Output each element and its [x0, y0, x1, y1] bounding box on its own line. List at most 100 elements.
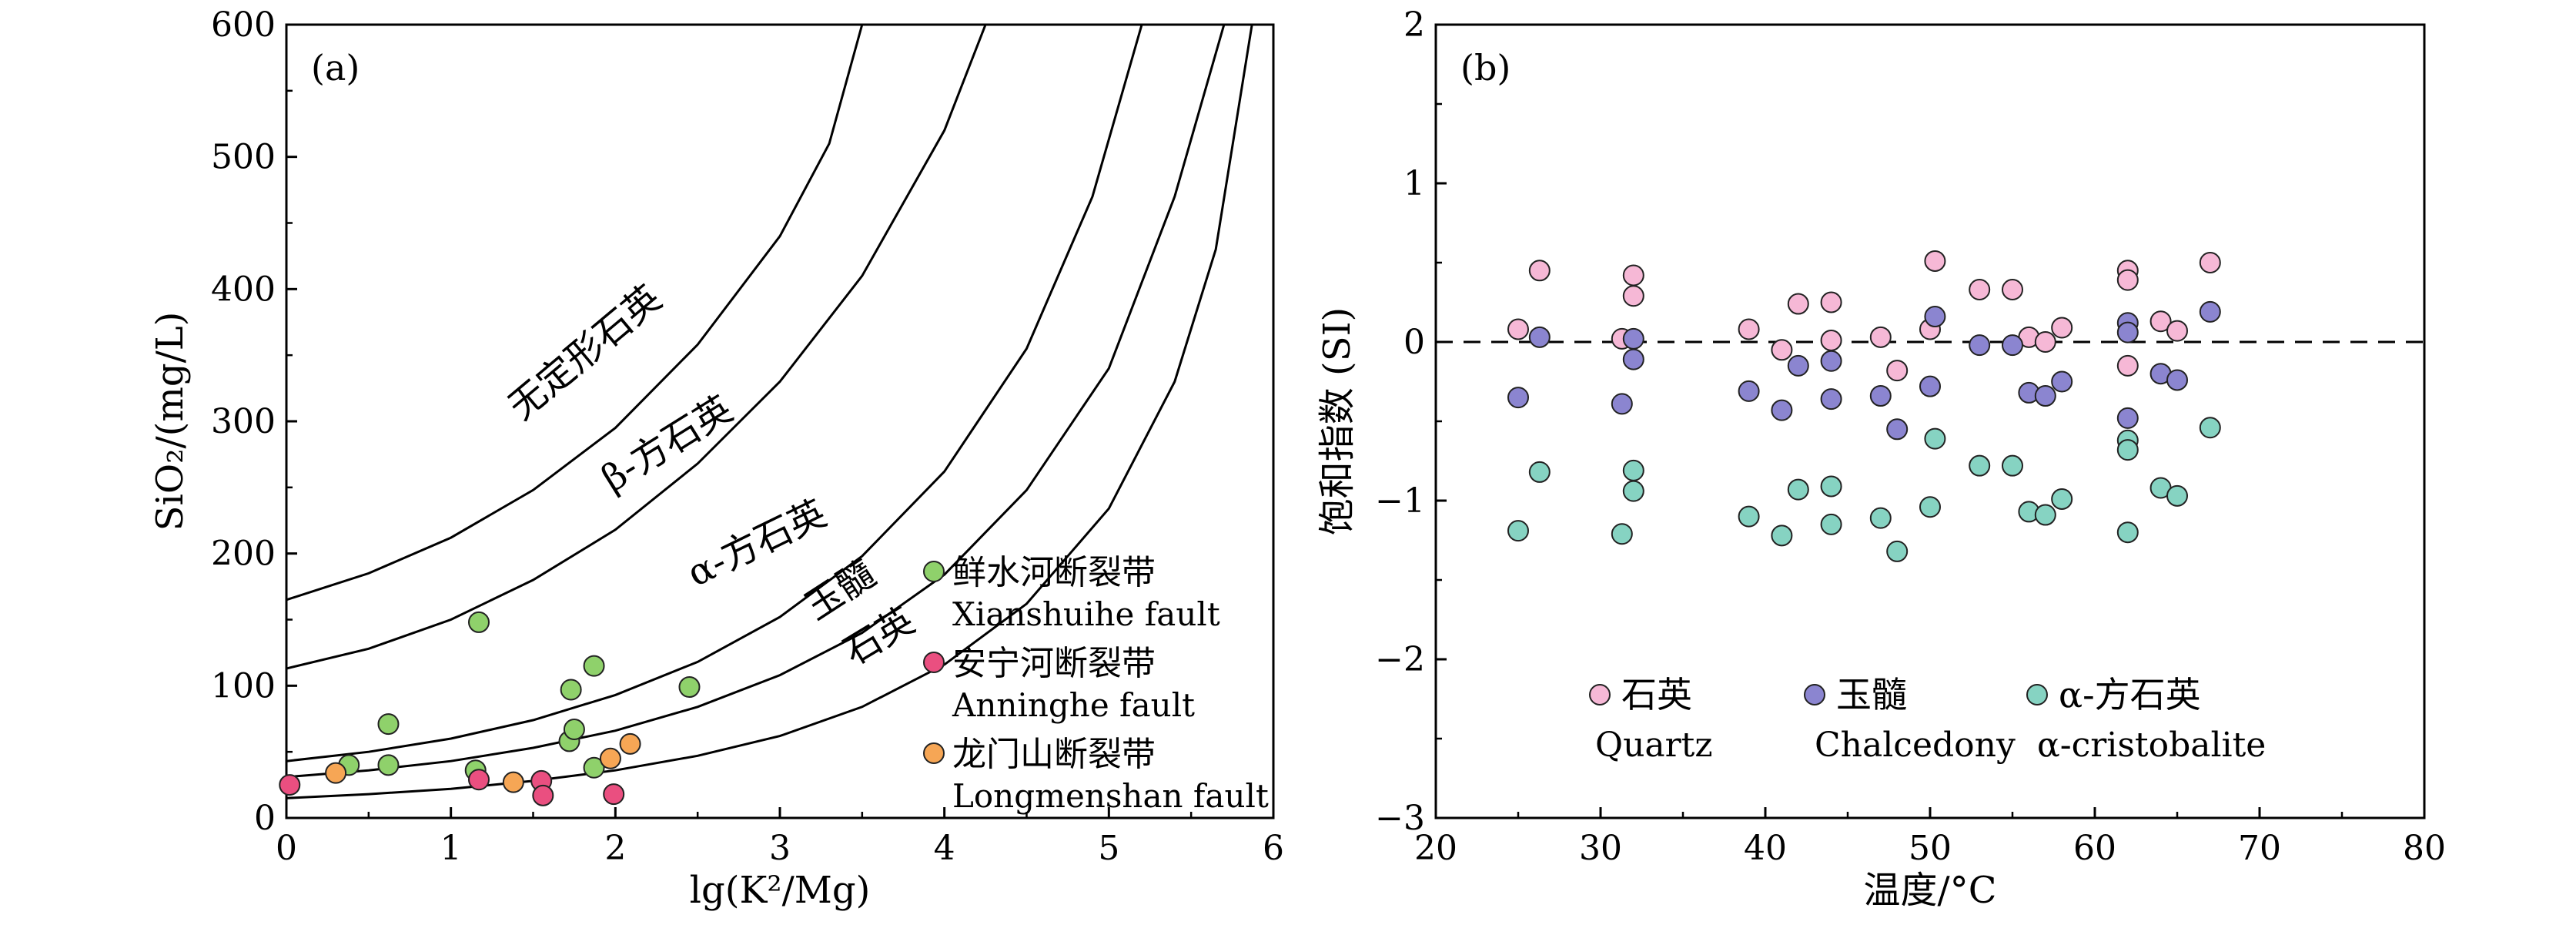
x-tick-label: 0 [276, 829, 297, 868]
data-point [2116, 321, 2139, 344]
data-point [1611, 393, 1633, 415]
data-point [532, 784, 554, 806]
data-point [1622, 327, 1644, 350]
data-point [2116, 354, 2139, 377]
data-point [1919, 496, 1941, 518]
data-point [1869, 326, 1892, 348]
data-point [2002, 279, 2023, 301]
data-point [1622, 285, 1644, 307]
data-point [1507, 387, 1529, 409]
legend-label-en: Quartz [1595, 726, 1713, 765]
x-axis-label: 温度/°C [1864, 869, 1997, 912]
data-point [1738, 380, 1760, 402]
legend-label-en: Anninghe fault [952, 686, 1195, 724]
data-point [502, 771, 524, 793]
data-point [1528, 326, 1551, 348]
curve-β-方石英 [286, 25, 987, 670]
x-tick-label: 50 [1909, 829, 1952, 868]
data-point [377, 754, 400, 776]
y-tick-label: 100 [211, 666, 276, 705]
y-tick-label: −2 [1375, 640, 1425, 679]
curve-label: 无定形石英 [500, 276, 670, 428]
curve-玉髓 [286, 25, 1226, 779]
plot-frame [1434, 23, 2426, 819]
y-tick-label: −3 [1375, 799, 1425, 838]
data-point [2199, 252, 2221, 273]
data-point [1969, 454, 1991, 477]
y-tick-label: 1 [1403, 164, 1425, 203]
data-point [2116, 407, 2139, 429]
y-tick-label: 300 [211, 402, 276, 441]
legend-label: 龙门山断裂带 [952, 735, 1156, 774]
legend-label-en: Chalcedony [1815, 726, 2016, 765]
data-point [377, 713, 400, 736]
x-tick-label: 30 [1579, 829, 1622, 868]
curve-无定形石英 [286, 25, 864, 602]
data-point [1787, 478, 1809, 501]
legend-label-en: Xianshuihe fault [952, 595, 1220, 633]
x-tick-label: 60 [2073, 829, 2116, 868]
x-tick-label: 80 [2403, 829, 2446, 868]
data-point [279, 774, 301, 796]
data-point [1924, 427, 1946, 450]
x-axis-label: lg(K²/Mg) [690, 869, 871, 912]
y-axis-label: 饱和指数 (SI) [1316, 307, 1359, 536]
data-point [1787, 293, 1809, 315]
y-tick-label: 2 [1403, 5, 1425, 45]
data-point [1820, 291, 1842, 313]
legend-label-en: Longmenshan fault [952, 777, 1269, 815]
data-point [583, 655, 605, 677]
x-tick-label: 40 [1744, 829, 1787, 868]
data-point [2002, 454, 2023, 477]
data-point [1528, 260, 1551, 282]
panel-b: 20 30 40 50 60 70 80 −3 −2 −1 0 1 2 (b) 温度/°C 饱和指数 (SI)… [1316, 5, 2446, 912]
data-point [2051, 370, 2073, 393]
data-point [2166, 369, 2188, 391]
data-point [1820, 329, 1842, 351]
data-point [2166, 484, 2188, 507]
x-tick-label: 3 [769, 829, 791, 868]
data-point [1820, 513, 1842, 535]
data-point [1869, 385, 1892, 407]
data-point [560, 679, 582, 701]
data-point [1507, 520, 1529, 542]
legend-label: 安宁河断裂带 [952, 644, 1156, 683]
data-point [2116, 439, 2139, 461]
y-tick-label: 600 [211, 5, 276, 45]
data-point [1622, 264, 1644, 287]
data-point [583, 756, 605, 779]
data-point [619, 732, 641, 755]
data-point [1738, 318, 1760, 340]
data-point [1622, 348, 1644, 370]
y-tick-label: −1 [1375, 481, 1425, 521]
curve-α-方石英 [286, 25, 1143, 762]
data-point [2034, 385, 2056, 407]
legend-marker [1804, 684, 1825, 705]
data-point [1886, 360, 1909, 382]
data-point [467, 769, 490, 791]
data-point [1738, 505, 1760, 528]
legend-label: 鲜水河断裂带 [952, 553, 1156, 592]
x-tick-label: 5 [1098, 829, 1119, 868]
panel-a: 0 1 2 3 4 5 6 0 100 200 300 400 500 600 (a) lg(K²/Mg) Si… [149, 5, 1284, 912]
data-point [1528, 461, 1551, 483]
panel-label: (b) [1460, 47, 1510, 89]
data-point [603, 783, 625, 806]
data-point [1919, 375, 1941, 397]
legend-marker [923, 652, 945, 673]
data-point [1924, 250, 1946, 272]
data-point [563, 718, 585, 740]
legend-label-en: α-cristobalite [2037, 726, 2266, 765]
data-point [1771, 525, 1793, 547]
legend-label: 石英 [1621, 674, 1692, 716]
y-tick-label: 200 [211, 535, 276, 574]
data-point [1611, 523, 1633, 545]
legend-marker [1589, 684, 1611, 705]
data-point [1969, 279, 1991, 301]
data-point [2199, 417, 2221, 439]
data-point [2034, 331, 2056, 353]
data-point [1771, 339, 1793, 361]
data-point [1969, 334, 1991, 357]
x-tick-label: 20 [1414, 829, 1457, 868]
